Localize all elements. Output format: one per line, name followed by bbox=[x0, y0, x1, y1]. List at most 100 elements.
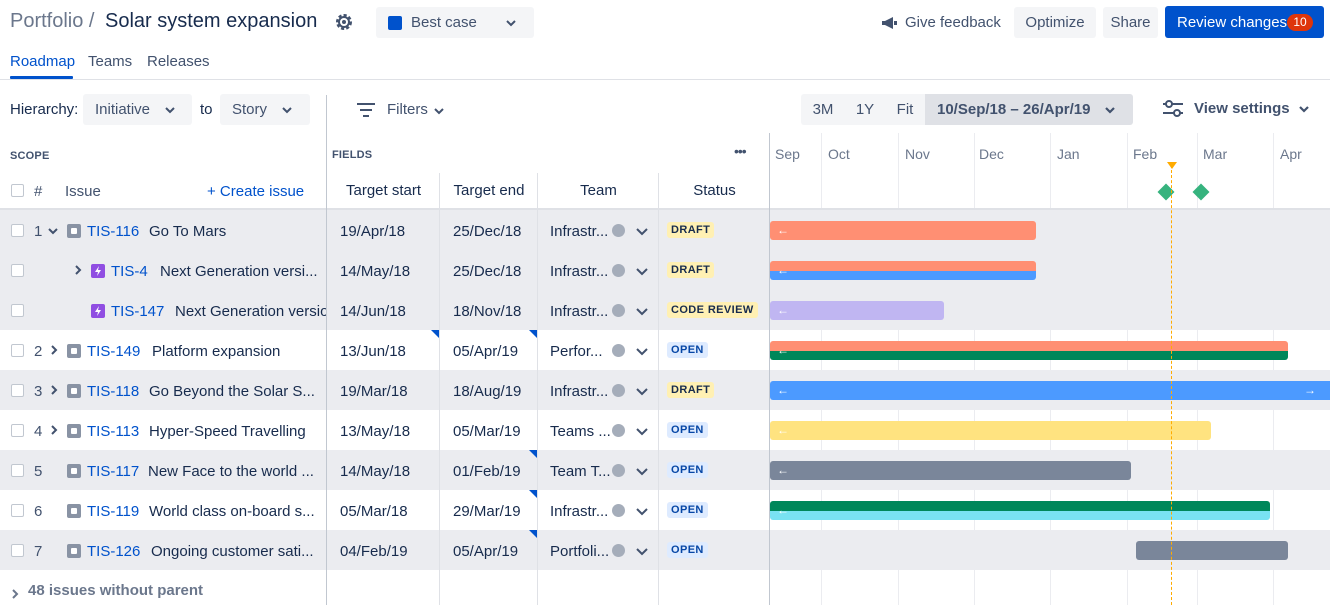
issue-summary[interactable]: Ongoing customer sati... bbox=[151, 543, 314, 560]
team-value[interactable]: Teams ... bbox=[550, 423, 611, 440]
release-diamond-icon[interactable] bbox=[1192, 183, 1210, 201]
zoom-3m-button[interactable]: 3M bbox=[801, 94, 845, 125]
team-value[interactable]: Infrastr... bbox=[550, 223, 609, 240]
row-checkbox[interactable] bbox=[11, 384, 24, 397]
target-end-value[interactable]: 18/Nov/18 bbox=[453, 303, 522, 320]
issue-summary[interactable]: Go To Mars bbox=[149, 223, 227, 240]
team-value[interactable]: Infrastr... bbox=[550, 503, 609, 520]
table-row[interactable]: TIS-147 Next Generation version 14/Jun/1… bbox=[0, 290, 1330, 330]
target-start-value[interactable]: 13/May/18 bbox=[340, 423, 411, 440]
hierarchy-from-select[interactable]: Initiative bbox=[83, 94, 192, 125]
more-options-icon[interactable]: ••• bbox=[734, 143, 747, 159]
row-checkbox[interactable] bbox=[11, 544, 24, 557]
chevron-right-icon[interactable] bbox=[49, 425, 59, 435]
clear-team-icon[interactable] bbox=[612, 424, 625, 437]
table-row[interactable]: 3 TIS-118 Go Beyond the Solar S... 19/Ma… bbox=[0, 370, 1330, 410]
table-row[interactable]: 4 TIS-113 Hyper-Speed Travelling 13/May/… bbox=[0, 410, 1330, 450]
clear-team-icon[interactable] bbox=[612, 464, 625, 477]
target-start-value[interactable]: 14/May/18 bbox=[340, 263, 411, 280]
table-row[interactable]: 5 TIS-117 New Face to the world ... 14/M… bbox=[0, 450, 1330, 490]
optimize-button[interactable]: Optimize bbox=[1014, 7, 1096, 38]
date-range-select[interactable]: 10/Sep/18 – 26/Apr/19 bbox=[925, 94, 1133, 125]
target-start-column-header[interactable]: Target start bbox=[345, 182, 422, 199]
chevron-right-icon[interactable] bbox=[49, 385, 59, 395]
target-start-value[interactable]: 19/Mar/18 bbox=[340, 383, 408, 400]
issue-summary[interactable]: World class on-board s... bbox=[149, 503, 315, 520]
team-value[interactable]: Team T... bbox=[550, 463, 611, 480]
timeline-bar[interactable] bbox=[770, 271, 1036, 280]
table-row[interactable]: 7 TIS-126 Ongoing customer sati... 04/Fe… bbox=[0, 530, 1330, 570]
row-checkbox[interactable] bbox=[11, 424, 24, 437]
target-start-value[interactable]: 13/Jun/18 bbox=[340, 343, 406, 360]
target-end-value[interactable]: 18/Aug/19 bbox=[453, 383, 522, 400]
issue-key-link[interactable]: TIS-116 bbox=[87, 223, 140, 240]
table-row[interactable]: 1 TIS-116 Go To Mars 19/Apr/18 25/Dec/18… bbox=[0, 210, 1330, 250]
target-end-column-header[interactable]: Target end bbox=[453, 182, 525, 199]
tab-teams[interactable]: Teams bbox=[88, 53, 133, 70]
timeline-bar[interactable] bbox=[770, 461, 1131, 480]
issue-key-link[interactable]: TIS-119 bbox=[87, 503, 140, 520]
row-checkbox[interactable] bbox=[11, 224, 24, 237]
target-end-value[interactable]: 05/Apr/19 bbox=[453, 343, 519, 360]
clear-team-icon[interactable] bbox=[612, 224, 625, 237]
select-all-checkbox[interactable] bbox=[11, 184, 24, 197]
timeline-bar[interactable] bbox=[770, 421, 1211, 440]
chevron-down-icon[interactable] bbox=[636, 506, 648, 516]
chevron-right-icon[interactable] bbox=[10, 586, 20, 599]
issue-summary[interactable]: Next Generation version bbox=[175, 303, 326, 320]
clear-team-icon[interactable] bbox=[612, 304, 625, 317]
timeline-bar[interactable] bbox=[770, 511, 1270, 520]
clear-team-icon[interactable] bbox=[612, 264, 625, 277]
chevron-down-icon[interactable] bbox=[636, 426, 648, 436]
view-settings-button[interactable]: View settings bbox=[1163, 98, 1309, 120]
team-value[interactable]: Portfoli... bbox=[550, 543, 610, 560]
target-start-value[interactable]: 05/Mar/18 bbox=[340, 503, 408, 520]
target-end-value[interactable]: 25/Dec/18 bbox=[453, 223, 522, 240]
issue-key-link[interactable]: TIS-149 bbox=[87, 343, 141, 360]
issue-summary[interactable]: Go Beyond the Solar S... bbox=[149, 383, 315, 400]
table-row[interactable]: 2 TIS-149 Platform expansion 13/Jun/18 0… bbox=[0, 330, 1330, 370]
issue-key-link[interactable]: TIS-147 bbox=[111, 303, 165, 320]
issue-summary[interactable]: Next Generation versi... bbox=[160, 263, 318, 280]
tab-releases[interactable]: Releases bbox=[147, 53, 210, 70]
timeline-bar[interactable] bbox=[770, 301, 944, 320]
target-end-value[interactable]: 25/Dec/18 bbox=[453, 263, 522, 280]
row-checkbox[interactable] bbox=[11, 344, 24, 357]
issues-without-parent-toggle[interactable]: 48 issues without parent bbox=[28, 582, 204, 599]
target-end-value[interactable]: 01/Feb/19 bbox=[453, 463, 521, 480]
chevron-down-icon[interactable] bbox=[636, 306, 648, 316]
row-checkbox[interactable] bbox=[11, 304, 24, 317]
target-start-value[interactable]: 04/Feb/19 bbox=[340, 543, 408, 560]
issue-summary[interactable]: Hyper-Speed Travelling bbox=[149, 423, 306, 440]
team-value[interactable]: Perfor... bbox=[550, 343, 603, 360]
zoom-fit-button[interactable]: Fit bbox=[885, 94, 925, 125]
breadcrumb-portfolio[interactable]: Portfolio / bbox=[10, 10, 95, 32]
gear-icon[interactable] bbox=[333, 11, 355, 33]
chevron-right-icon[interactable] bbox=[73, 265, 83, 275]
timeline-bar[interactable] bbox=[770, 351, 1288, 360]
issue-key-link[interactable]: TIS-118 bbox=[87, 383, 140, 400]
target-end-value[interactable]: 05/Apr/19 bbox=[453, 543, 519, 560]
timeline-bar[interactable] bbox=[770, 221, 1036, 240]
scope-fields-divider[interactable] bbox=[326, 95, 327, 605]
hierarchy-to-select[interactable]: Story bbox=[220, 94, 310, 125]
zoom-1y-button[interactable]: 1Y bbox=[845, 94, 885, 125]
issue-key-link[interactable]: TIS-126 bbox=[87, 543, 141, 560]
row-checkbox[interactable] bbox=[11, 464, 24, 477]
table-row[interactable]: TIS-4 Next Generation versi... 14/May/18… bbox=[0, 250, 1330, 290]
row-checkbox[interactable] bbox=[11, 504, 24, 517]
chevron-down-icon[interactable] bbox=[636, 546, 648, 556]
chevron-down-icon[interactable] bbox=[636, 226, 648, 236]
timeline-bar[interactable] bbox=[770, 261, 1036, 271]
scenario-select[interactable]: Best case bbox=[376, 7, 534, 38]
team-value[interactable]: Infrastr... bbox=[550, 263, 609, 280]
timeline-bar[interactable] bbox=[770, 341, 1288, 351]
timeline-bar[interactable] bbox=[1136, 541, 1288, 560]
timeline-bar[interactable] bbox=[770, 501, 1270, 511]
timeline-bar[interactable] bbox=[770, 381, 1330, 400]
chevron-down-icon[interactable] bbox=[636, 346, 648, 356]
target-start-value[interactable]: 14/Jun/18 bbox=[340, 303, 406, 320]
target-start-value[interactable]: 14/May/18 bbox=[340, 463, 411, 480]
clear-team-icon[interactable] bbox=[612, 384, 625, 397]
create-issue-button[interactable]: + Create issue bbox=[207, 183, 305, 200]
